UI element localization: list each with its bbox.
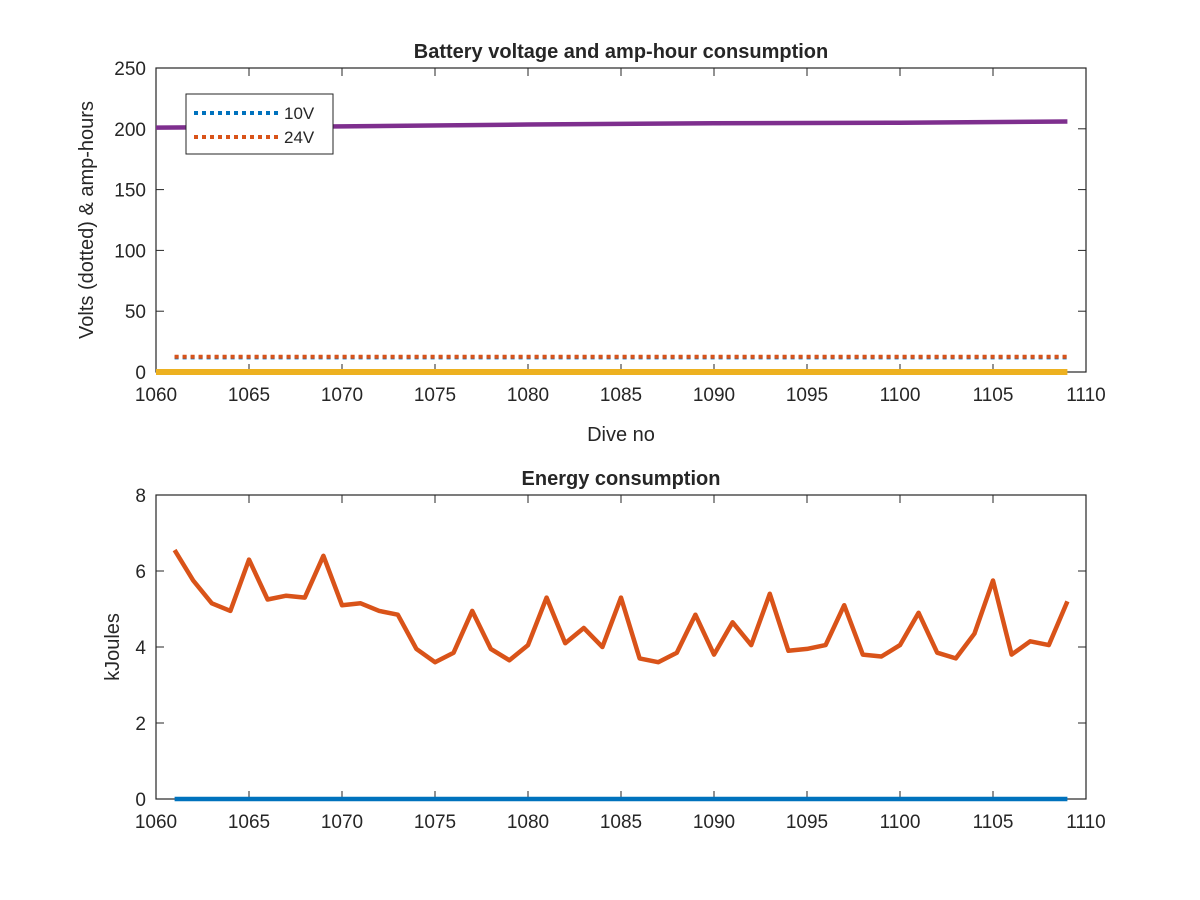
y-tick-label: 150	[114, 181, 146, 202]
y-tick-label: 200	[114, 120, 146, 141]
chart-title: Energy consumption	[522, 468, 721, 490]
y-tick-label: 0	[135, 790, 146, 811]
legend-label: 24V	[284, 128, 315, 147]
x-tick-label: 1085	[600, 385, 642, 406]
x-tick-label: 1075	[414, 385, 456, 406]
y-axis-label: Volts (dotted) & amp-hours	[76, 101, 98, 339]
x-tick-label: 1065	[228, 812, 270, 833]
chart-battery: Battery voltage and amp-hour consumption…	[76, 41, 1106, 446]
y-tick-label: 4	[135, 638, 146, 659]
x-tick-label: 1060	[135, 385, 177, 406]
x-tick-label: 1105	[973, 385, 1014, 406]
x-tick-label: 1110	[1066, 812, 1105, 833]
x-tick-label: 1065	[228, 385, 270, 406]
legend-label: 10V	[284, 104, 315, 123]
x-tick-label: 1090	[693, 812, 735, 833]
x-tick-label: 1105	[973, 812, 1014, 833]
series-line-1	[172, 548, 1070, 665]
y-tick-label: 2	[135, 714, 146, 735]
x-tick-label: 1075	[414, 812, 456, 833]
x-tick-label: 1100	[880, 385, 921, 406]
chart-title: Battery voltage and amp-hour consumption	[414, 41, 828, 63]
x-tick-label: 1085	[600, 812, 642, 833]
x-tick-label: 1070	[321, 385, 363, 406]
y-tick-label: 0	[135, 363, 146, 384]
x-tick-label: 1095	[786, 385, 828, 406]
x-axis-label: Dive no	[587, 424, 655, 446]
x-tick-label: 1110	[1066, 385, 1105, 406]
plot-area	[155, 494, 1087, 800]
y-tick-label: 8	[135, 486, 146, 507]
y-tick-label: 100	[114, 241, 146, 262]
x-tick-label: 1090	[693, 385, 735, 406]
y-tick-label: 6	[135, 562, 146, 583]
x-tick-label: 1100	[880, 812, 921, 833]
y-tick-label: 250	[114, 59, 146, 80]
x-tick-label: 1080	[507, 812, 549, 833]
legend-box	[185, 93, 334, 155]
y-tick-label: 50	[125, 302, 146, 323]
chart-energy: Energy consumption 1060 1065 1070 1075 1080 10…	[102, 468, 1106, 833]
y-axis-label: kJoules	[102, 613, 124, 681]
x-tick-label: 1070	[321, 812, 363, 833]
x-tick-label: 1080	[507, 385, 549, 406]
x-tick-label: 1095	[786, 812, 828, 833]
x-tick-label: 1060	[135, 812, 177, 833]
